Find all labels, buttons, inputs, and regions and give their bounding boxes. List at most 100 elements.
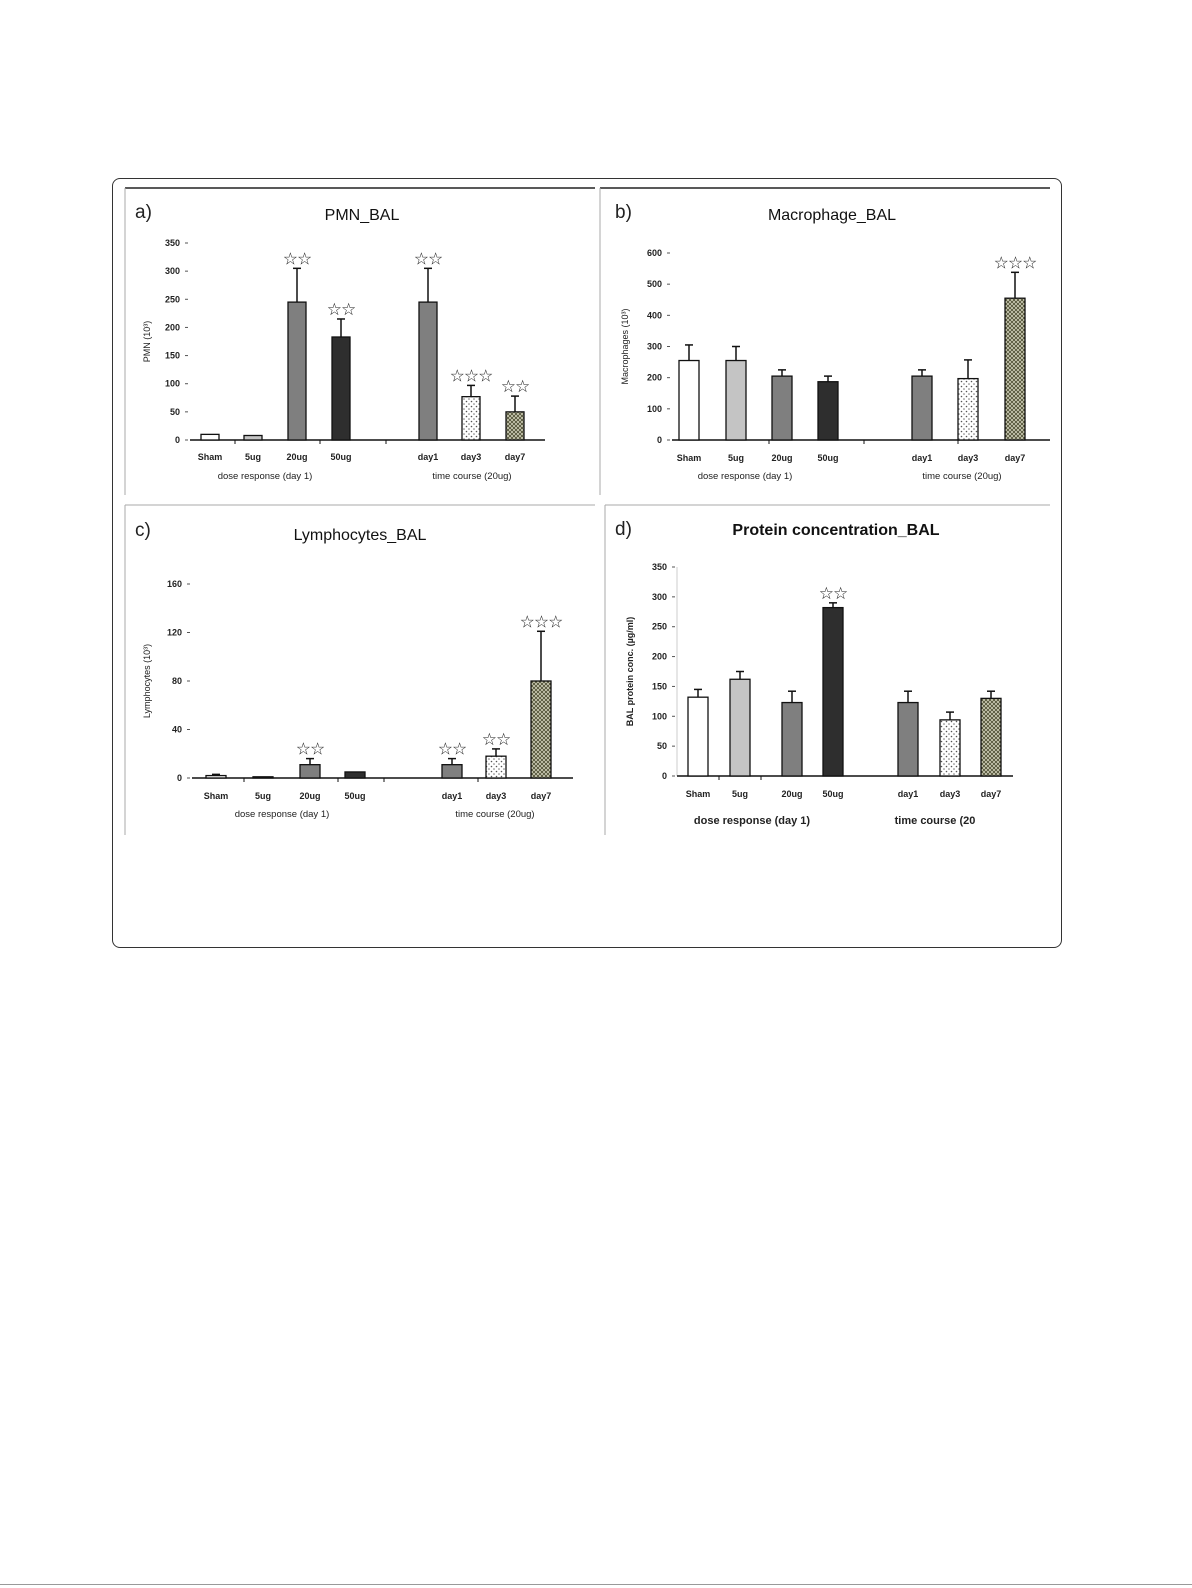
panel-label: b) [615, 202, 632, 223]
significance-annotation: ☆☆ [438, 740, 467, 759]
x-group-label: time course (20 [895, 815, 976, 827]
bar-Sham [200, 433, 220, 441]
bar-day7 [1004, 297, 1026, 441]
bar-day3 [939, 719, 961, 777]
y-tick-label: 250 [165, 294, 180, 304]
x-tick-label: 20ug [299, 791, 320, 801]
y-axis-label: PMN (10³) [142, 321, 152, 363]
significance-annotation: ☆☆ [501, 377, 530, 396]
x-tick-label: 20ug [286, 452, 307, 462]
y-tick-label: 50 [657, 741, 667, 751]
y-tick-label: 350 [165, 238, 180, 248]
bar-5ug [725, 359, 747, 441]
x-tick-label: day1 [898, 789, 919, 799]
y-tick-label: 0 [657, 435, 662, 445]
y-tick-label: 200 [647, 373, 662, 383]
x-tick-label: day3 [461, 452, 482, 462]
y-tick-label: 100 [652, 711, 667, 721]
significance-annotation: ☆☆ [296, 740, 325, 759]
bar-day3 [461, 396, 481, 441]
x-tick-label: Sham [686, 789, 711, 799]
y-tick-label: 100 [647, 404, 662, 414]
y-tick-label: 250 [652, 622, 667, 632]
y-tick-label: 0 [175, 435, 180, 445]
x-tick-label: 50ug [822, 789, 843, 799]
significance-annotation: ☆☆ [414, 249, 443, 268]
bar-50ug [331, 336, 351, 441]
x-tick-label: day7 [505, 452, 526, 462]
chart-title: Lymphocytes_BAL [294, 527, 427, 544]
y-tick-label: 100 [165, 379, 180, 389]
significance-annotation: ☆☆☆ [450, 366, 493, 385]
bar-day7 [980, 697, 1002, 777]
bar-5ug [729, 678, 751, 777]
chart-title: PMN_BAL [325, 207, 400, 224]
x-tick-label: 20ug [781, 789, 802, 799]
x-group-label: dose response (day 1) [218, 471, 313, 482]
y-tick-label: 300 [165, 266, 180, 276]
bar-5ug [252, 776, 274, 779]
significance-annotation: ☆☆☆ [520, 612, 563, 631]
y-tick-label: 600 [647, 248, 662, 258]
x-tick-label: day7 [981, 789, 1002, 799]
chart-title: Macrophage_BAL [768, 207, 896, 224]
significance-annotation: ☆☆ [819, 584, 848, 603]
y-tick-label: 300 [647, 342, 662, 352]
y-tick-label: 0 [177, 773, 182, 783]
x-group-label: time course (20ug) [455, 809, 534, 820]
y-tick-label: 80 [172, 676, 182, 686]
bar-day3 [957, 377, 979, 441]
x-tick-label: 50ug [344, 791, 365, 801]
bar-5ug [243, 434, 263, 441]
y-tick-label: 150 [652, 681, 667, 691]
y-tick-label: 150 [165, 351, 180, 361]
x-tick-label: 50ug [330, 452, 351, 462]
bar-day1 [897, 701, 919, 777]
bar-Sham [687, 696, 709, 777]
x-group-label: dose response (day 1) [694, 815, 810, 827]
x-tick-label: day7 [1005, 453, 1026, 463]
bar-20ug [287, 301, 307, 441]
x-tick-label: day3 [486, 791, 507, 801]
y-tick-label: 400 [647, 310, 662, 320]
significance-annotation: ☆☆ [283, 249, 312, 268]
bar-day1 [911, 375, 933, 441]
bar-Sham [205, 774, 227, 779]
x-tick-label: day3 [940, 789, 961, 799]
x-tick-label: day1 [418, 452, 439, 462]
x-tick-label: day1 [442, 791, 463, 801]
panel-label: d) [615, 519, 632, 540]
x-group-label: dose response (day 1) [235, 809, 330, 820]
x-tick-label: 50ug [817, 453, 838, 463]
x-tick-label: 5ug [255, 791, 271, 801]
panel-label: a) [135, 202, 152, 223]
x-group-label: dose response (day 1) [698, 471, 793, 482]
y-tick-label: 0 [662, 771, 667, 781]
chart-title: Protein concentration_BAL [732, 522, 939, 539]
y-tick-label: 50 [170, 407, 180, 417]
x-tick-label: Sham [204, 791, 229, 801]
x-tick-label: day7 [531, 791, 552, 801]
bar-20ug [299, 764, 321, 779]
x-tick-label: 5ug [245, 452, 261, 462]
significance-annotation: ☆☆ [327, 300, 356, 319]
y-tick-label: 200 [165, 322, 180, 332]
bar-day7 [505, 411, 525, 441]
x-tick-label: 5ug [732, 789, 748, 799]
y-tick-label: 300 [652, 592, 667, 602]
bar-50ug [344, 771, 366, 779]
y-tick-label: 500 [647, 279, 662, 289]
page-bottom-border [0, 1584, 1192, 1585]
x-tick-label: 5ug [728, 453, 744, 463]
x-tick-label: Sham [198, 452, 223, 462]
bar-50ug [817, 381, 839, 441]
significance-annotation: ☆☆☆ [994, 253, 1037, 272]
y-tick-label: 40 [172, 725, 182, 735]
x-group-label: time course (20ug) [432, 471, 511, 482]
significance-annotation: ☆☆ [482, 730, 511, 749]
bar-day1 [441, 764, 463, 779]
y-tick-label: 350 [652, 562, 667, 572]
bar-Sham [678, 359, 700, 441]
